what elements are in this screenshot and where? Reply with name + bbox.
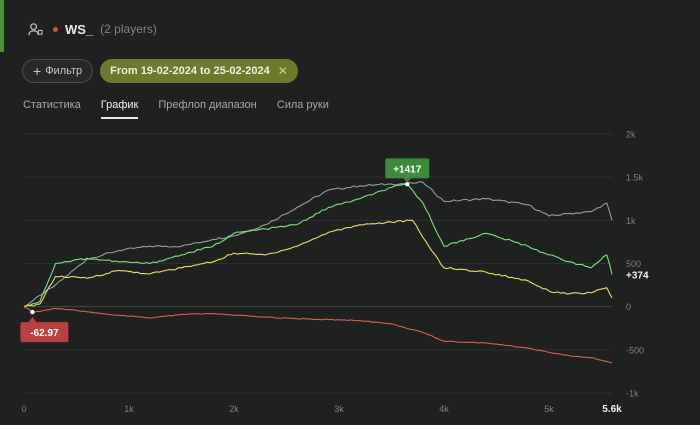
x-tick-label: 0 xyxy=(21,404,26,414)
y-tick-label: 1k xyxy=(626,216,636,226)
tab-graph[interactable]: График xyxy=(100,99,139,119)
x-tick-label: 2k xyxy=(229,404,239,414)
low-badge-arrow xyxy=(28,317,37,323)
y-tick-label: -500 xyxy=(626,345,644,355)
player-header: WS_ (2 players) xyxy=(28,20,157,38)
accent-bar xyxy=(0,0,4,52)
tab-bar: Статистика График Префлоп диапазон Сила … xyxy=(23,99,329,119)
series-line-gray xyxy=(23,181,613,308)
players-icon[interactable] xyxy=(28,22,43,37)
low-badge xyxy=(20,322,69,343)
player-name: WS_ xyxy=(65,21,94,37)
series-line-green xyxy=(23,183,613,308)
y-tick-label: -1k xyxy=(626,389,639,399)
tab-preflop-range[interactable]: Префлоп диапазон xyxy=(158,99,257,111)
x-tick-label: 3k xyxy=(334,404,344,414)
date-range-chip[interactable]: From 19-02-2024 to 25-02-2024 ✕ xyxy=(100,59,298,83)
close-icon[interactable]: ✕ xyxy=(277,64,288,78)
plus-icon: + xyxy=(33,63,42,79)
series-line-red xyxy=(23,306,613,364)
end-value-label: +374 xyxy=(626,270,649,281)
x-tick-label: 4k xyxy=(439,404,449,414)
y-tick-label: 0 xyxy=(626,302,631,312)
tab-hand-strength[interactable]: Сила руки xyxy=(276,99,329,111)
status-dot xyxy=(53,26,58,32)
tab-statistics[interactable]: Статистика xyxy=(23,99,81,111)
add-filter-label: Фильтр xyxy=(45,65,83,77)
y-tick-label: 1.5k xyxy=(626,173,644,183)
peak-value-label: +1417 xyxy=(393,164,422,175)
low-value-label: -62.97 xyxy=(30,328,59,339)
add-filter-button[interactable]: + Фильтр xyxy=(22,59,94,83)
x-tick-label: 5k xyxy=(544,404,554,414)
series-line-yellow xyxy=(23,219,613,308)
x-tick-label: 1k xyxy=(124,404,134,414)
low-marker xyxy=(30,309,35,315)
filter-row: + Фильтр From 19-02-2024 to 25-02-2024 ✕ xyxy=(22,59,298,83)
player-count: (2 players) xyxy=(100,22,157,36)
date-range-label: From 19-02-2024 to 25-02-2024 xyxy=(110,65,270,77)
x-tick-label: 5.6k xyxy=(602,404,622,415)
peak-marker xyxy=(405,182,410,187)
y-tick-label: 500 xyxy=(626,259,641,269)
y-tick-label: 2k xyxy=(626,130,636,140)
peak-badge-arrow xyxy=(403,178,412,183)
peak-badge xyxy=(385,158,430,179)
